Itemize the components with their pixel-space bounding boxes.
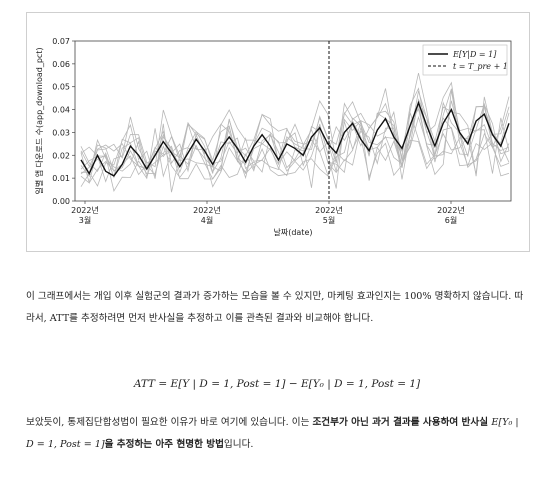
line-chart: 0.070.060.050.040.030.020.010.002022년3월2… — [34, 37, 512, 237]
x-tick-month: 6월 — [445, 215, 457, 225]
x-tick-year: 2022년 — [315, 205, 343, 215]
y-tick-label: 0.04 — [52, 106, 70, 115]
chart-figure: 0.07 0.06 0.05 0.04 0.03 0.02 0.01 0.00 2022년 3월 2… — [26, 12, 530, 252]
x-tick-year: 2022년 — [193, 205, 221, 215]
control-series-line — [80, 96, 510, 192]
control-series-line — [81, 89, 510, 193]
y-tick-label: 0.01 — [52, 174, 70, 183]
y-tick-label: 0.03 — [52, 128, 70, 137]
x-axis-label: 날짜(date) — [273, 227, 312, 237]
y-tick-label: 0.05 — [52, 83, 70, 92]
control-series-line — [80, 81, 510, 168]
para2-text-e: 입니다. — [223, 439, 254, 450]
legend-label-mean: E[Y|D = 1] — [452, 50, 497, 59]
legend-label-intervention: t = T_pre + 1 — [453, 62, 508, 71]
y-tick-label: 0.06 — [52, 60, 70, 69]
y-tick-label: 0.00 — [52, 197, 70, 206]
para2-bold-a: 조건부가 아닌 과거 결과를 사용하여 반사실 — [312, 417, 492, 428]
para2-text-a: 보았듯이, 통제집단합성법이 필요한 이유가 바로 여기에 있습니다. 이는 — [26, 417, 313, 428]
control-series-line — [80, 90, 510, 187]
paragraph-1: 이 그래프에서는 개입 이후 실험군의 결과가 증가하는 모습을 볼 수 있지만… — [26, 291, 524, 324]
control-series-line — [80, 100, 510, 184]
para2-math: E[Y₀ | D = 1, Post = 1] — [26, 417, 519, 450]
y-tick-label: 0.02 — [52, 151, 70, 160]
plot-frame — [74, 40, 512, 202]
control-series-line — [80, 112, 510, 180]
paragraph-2: 보았듯이, 통제집단합성법이 필요한 이유가 바로 여기에 있습니다. 이는 조… — [26, 412, 528, 456]
legend-box — [422, 44, 508, 76]
x-tick-year: 2022년 — [71, 205, 99, 215]
para2-bold-b: 을 추정하는 아주 현명한 방법 — [104, 439, 224, 450]
y-tick-label: 0.07 — [52, 37, 70, 46]
att-equation: ATT = E[Y | D = 1, Post = 1] − E[Y₀ | D … — [133, 378, 421, 390]
treated-mean-line — [80, 100, 510, 177]
x-tick-month: 4월 — [201, 215, 213, 225]
y-axis-label: 일별 앱 다운로드 수(app_download_pct) — [34, 47, 44, 194]
x-tick-month: 3월 — [79, 215, 91, 225]
x-tick-month: 5월 — [323, 215, 335, 225]
x-tick-year: 2022년 — [437, 205, 465, 215]
